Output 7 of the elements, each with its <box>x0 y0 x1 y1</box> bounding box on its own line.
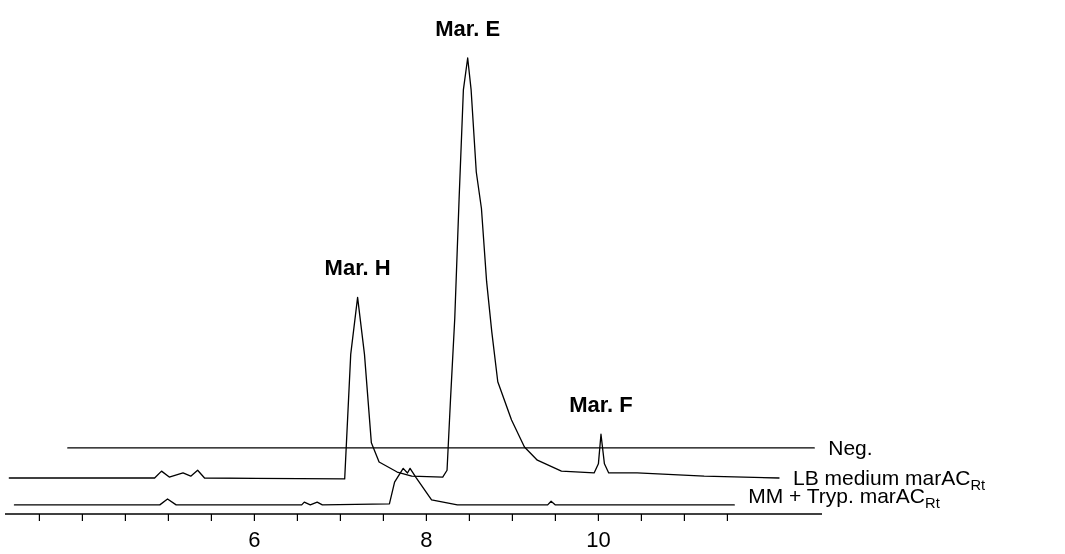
x-tick-label: 10 <box>586 527 611 552</box>
x-tick-label: 6 <box>248 527 261 552</box>
series-label: Neg. <box>828 435 873 459</box>
annotation: Mar. F <box>569 392 633 418</box>
x-tick-label: 8 <box>420 527 433 552</box>
annotation: Mar. H <box>324 255 391 281</box>
annotation: Mar. E <box>435 16 501 41</box>
